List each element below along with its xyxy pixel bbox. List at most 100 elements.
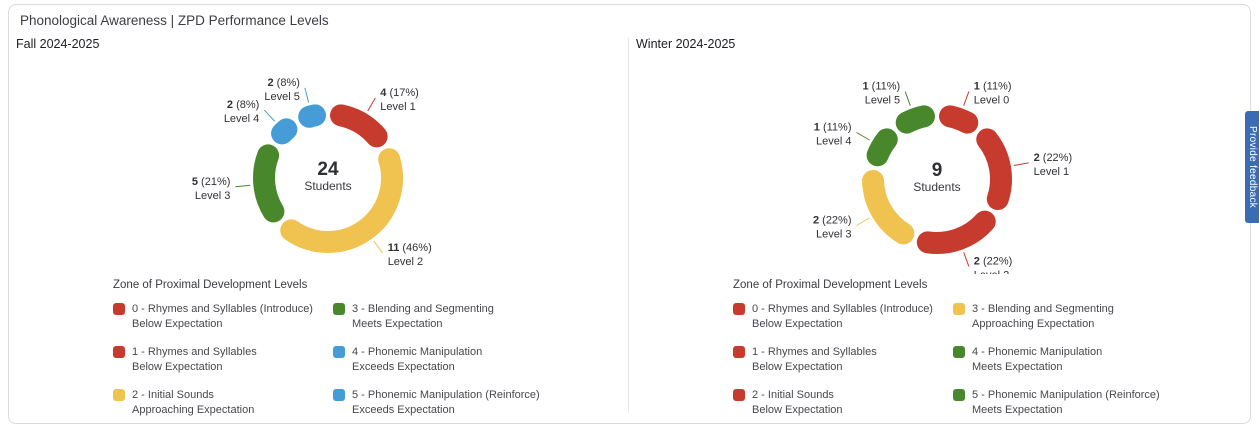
legend-item-level: 5 - Phonemic Manipulation (Reinforce) <box>352 389 540 401</box>
legend-swatch-icon <box>113 303 125 315</box>
slice-value-label: 1 (11%) <box>974 81 1012 93</box>
donut-segment-level-3[interactable] <box>862 169 915 245</box>
legend-title: Zone of Proximal Development Levels <box>733 279 928 291</box>
slice-level-label: Level 1 <box>380 101 415 113</box>
legend-item-text: 5 - Phonemic Manipulation (Reinforce) Exc… <box>352 388 540 418</box>
legend-item-text: 1 - Rhymes and Syllables Below Expectatio… <box>132 345 257 375</box>
legend-item[interactable]: 0 - Rhymes and Syllables (Introduce) Belo… <box>733 302 953 332</box>
donut-segment-level-3[interactable] <box>253 144 285 223</box>
legend-item[interactable]: 1 - Rhymes and Syllables Below Expectatio… <box>733 345 953 375</box>
donut-center-label: Students <box>913 180 960 194</box>
legend-item[interactable]: 1 - Rhymes and Syllables Below Expectatio… <box>113 345 333 375</box>
legend-item[interactable]: 5 - Phonemic Manipulation (Reinforce) Mee… <box>953 388 1233 418</box>
donut-segment-level-5[interactable] <box>298 104 326 128</box>
legend-item-expectation: Exceeds Expectation <box>352 361 455 373</box>
donut-segment-level-2[interactable] <box>916 210 996 254</box>
chart-card <box>8 4 1251 424</box>
legend-item-level: 5 - Phonemic Manipulation (Reinforce) <box>972 389 1160 401</box>
data-label-connector <box>904 91 911 106</box>
legend-item-expectation: Below Expectation <box>752 361 843 373</box>
legend-swatch-icon <box>333 389 345 401</box>
donut-segment-level-5[interactable] <box>895 105 935 134</box>
legend-item[interactable]: 2 - Initial Sounds Below Expectation <box>733 388 953 418</box>
legend-item-expectation: Exceeds Expectation <box>352 404 455 416</box>
legend-item[interactable]: 5 - Phonemic Manipulation (Reinforce) Exc… <box>333 388 613 418</box>
legend-swatch-icon <box>953 303 965 315</box>
legend-item[interactable]: 4 - Phonemic Manipulation Exceeds Expecta… <box>333 345 613 375</box>
slice-value-label: 2 (22%) <box>1034 152 1073 164</box>
slice-level-label: Level 4 <box>224 113 259 125</box>
slice-level-label: Level 3 <box>816 229 851 241</box>
slice-level-label: Level 5 <box>264 91 299 103</box>
slice-value-label: 2 (8%) <box>227 99 259 111</box>
legend-item-level: 0 - Rhymes and Syllables (Introduce) <box>752 303 933 315</box>
data-label-connector <box>963 252 970 267</box>
legend-swatch-icon <box>333 346 345 358</box>
legend-item-text: 4 - Phonemic Manipulation Meets Expectati… <box>972 345 1102 375</box>
legend-item-level: 1 - Rhymes and Syllables <box>132 346 257 358</box>
slice-value-label: 2 (8%) <box>267 77 299 89</box>
legend-item-text: 5 - Phonemic Manipulation (Reinforce) Mee… <box>972 388 1160 418</box>
legend-item-expectation: Below Expectation <box>132 361 223 373</box>
donut-segment-level-4[interactable] <box>271 118 298 145</box>
slice-value-label: 5 (21%) <box>192 176 231 188</box>
legend-item-expectation: Below Expectation <box>752 404 843 416</box>
zpd-legend: Zone of Proximal Development Levels 0 - R… <box>113 279 613 418</box>
slice-value-label: 4 (17%) <box>380 87 419 99</box>
provide-feedback-button[interactable]: Provide feedback <box>1245 111 1259 223</box>
legend-swatch-icon <box>953 346 965 358</box>
data-label-connector <box>963 91 970 106</box>
data-label-connector <box>373 240 384 254</box>
donut-center-value: 24 <box>317 159 339 180</box>
legend-items: 0 - Rhymes and Syllables (Introduce) Belo… <box>733 302 1233 418</box>
slice-value-label: 2 (22%) <box>974 255 1013 267</box>
donut-segment-level-1[interactable] <box>976 128 1012 211</box>
donut-segment-level-0[interactable] <box>939 105 979 134</box>
slice-level-label: Level 1 <box>1034 166 1069 178</box>
donut-segment-level-4[interactable] <box>866 128 898 167</box>
legend-item[interactable]: 4 - Phonemic Manipulation Meets Expectati… <box>953 345 1233 375</box>
legend-item-level: 1 - Rhymes and Syllables <box>752 346 877 358</box>
legend-swatch-icon <box>953 389 965 401</box>
panel-title: Winter 2024-2025 <box>636 37 736 51</box>
legend-swatch-icon <box>333 303 345 315</box>
legend-swatch-icon <box>733 346 745 358</box>
data-label-connector <box>367 97 376 112</box>
legend-swatch-icon <box>733 389 745 401</box>
legend-item[interactable]: 3 - Blending and Segmenting Approaching E… <box>953 302 1233 332</box>
data-label-connector <box>263 109 275 122</box>
legend-item-expectation: Meets Expectation <box>972 361 1063 373</box>
donut-center-value: 9 <box>932 160 943 181</box>
legend-item-expectation: Below Expectation <box>752 318 843 330</box>
page-title: Phonological Awareness | ZPD Performance… <box>20 13 329 28</box>
legend-item-level: 3 - Blending and Segmenting <box>972 303 1114 315</box>
data-label-connector <box>856 217 870 226</box>
slice-value-label: 1 (11%) <box>862 81 900 93</box>
legend-item-level: 2 - Initial Sounds <box>752 389 834 401</box>
slice-level-label: Level 4 <box>816 136 851 148</box>
legend-item-level: 4 - Phonemic Manipulation <box>352 346 483 358</box>
legend-item-level: 3 - Blending and Segmenting <box>352 303 494 315</box>
legend-item[interactable]: 3 - Blending and Segmenting Meets Expecta… <box>333 302 613 332</box>
data-label-connector <box>304 87 310 103</box>
legend-item[interactable]: 0 - Rhymes and Syllables (Introduce) Belo… <box>113 302 333 332</box>
legend-item-level: 0 - Rhymes and Syllables (Introduce) <box>132 303 313 315</box>
legend-item-level: 2 - Initial Sounds <box>132 389 214 401</box>
donut-chart: 1 (11%) Level 0 2 (22%) Level 1 2 (22%) Level… <box>813 81 1073 274</box>
slice-level-label: Level 3 <box>195 190 230 202</box>
legend-item-text: 2 - Initial Sounds Below Expectation <box>752 388 843 418</box>
slice-level-label: Level 2 <box>388 256 423 268</box>
donut-segment-level-1[interactable] <box>330 104 388 148</box>
zpd-legend: Zone of Proximal Development Levels 0 - R… <box>733 279 1233 418</box>
legend-item-expectation: Approaching Expectation <box>972 318 1095 330</box>
legend-item-text: 3 - Blending and Segmenting Approaching E… <box>972 302 1114 332</box>
data-label-connector <box>1013 162 1029 166</box>
legend-swatch-icon <box>113 346 125 358</box>
data-label-connector <box>856 132 870 141</box>
donut-segment-level-2[interactable] <box>280 148 403 253</box>
legend-items: 0 - Rhymes and Syllables (Introduce) Belo… <box>113 302 613 418</box>
legend-item[interactable]: 2 - Initial Sounds Approaching Expectatio… <box>113 388 333 418</box>
legend-item-text: 0 - Rhymes and Syllables (Introduce) Belo… <box>752 302 933 332</box>
legend-item-text: 4 - Phonemic Manipulation Exceeds Expecta… <box>352 345 482 375</box>
slice-level-label: Level 5 <box>865 95 900 107</box>
